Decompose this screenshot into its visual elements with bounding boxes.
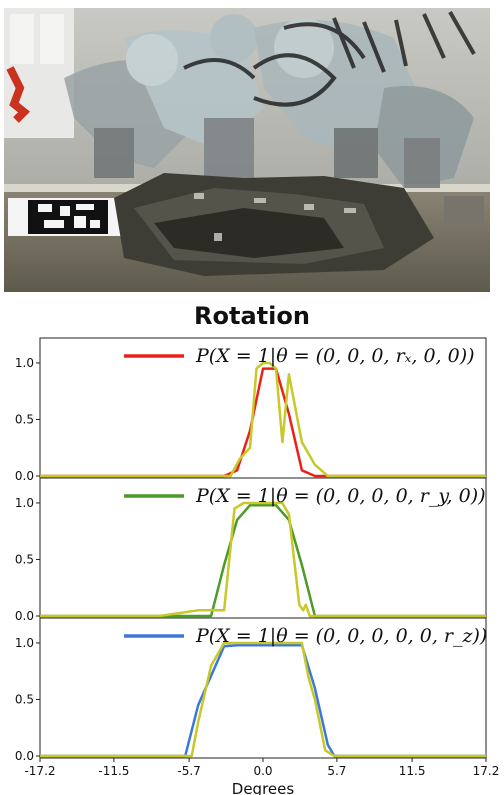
y-tick-label: 1.0 bbox=[15, 356, 34, 370]
reference-line bbox=[40, 361, 486, 478]
robot-arms-photo bbox=[4, 8, 490, 292]
series-line bbox=[40, 367, 486, 478]
panel-1: 0.0 0.5 1.0 P(X = 1|θ = (0, 0, 0, rₓ, 0, 0)… bbox=[15, 337, 487, 483]
series-line bbox=[40, 503, 486, 618]
legend-label: P(X = 1|θ = (0, 0, 0, 0, 0, r_z)) bbox=[195, 625, 487, 647]
x-tick-label: 11.5 bbox=[399, 764, 426, 778]
x-tick-label: -5.7 bbox=[177, 764, 200, 778]
rotation-chart: 0.0 0.5 1.0 P(X = 1|θ = (0, 0, 0, rₓ, 0, 0)… bbox=[15, 337, 500, 795]
y-tick-label: 0.0 bbox=[15, 609, 34, 623]
legend-label: P(X = 1|θ = (0, 0, 0, 0, r_y, 0)) bbox=[195, 485, 486, 507]
x-axis-label: Degrees bbox=[232, 780, 295, 795]
y-tick-label: 1.0 bbox=[15, 636, 34, 650]
fiducial-marker-icon bbox=[8, 198, 124, 236]
y-tick-label: 0.0 bbox=[15, 749, 34, 763]
x-tick-label: 5.7 bbox=[327, 764, 346, 778]
x-tick-label: -11.5 bbox=[98, 764, 129, 778]
reference-line bbox=[40, 501, 486, 618]
y-tick-label: 0.5 bbox=[15, 412, 34, 426]
x-tick-label: 0.0 bbox=[253, 764, 272, 778]
panel-3: 0.0 0.5 1.0 P(X = 1|θ = (0, 0, 0, 0, 0, r_z… bbox=[15, 617, 487, 763]
chart-title: Rotation bbox=[194, 302, 310, 330]
y-tick-label: 0.5 bbox=[15, 552, 34, 566]
y-tick-label: 0.5 bbox=[15, 692, 34, 706]
x-tick-label: 17.2 bbox=[473, 764, 500, 778]
legend-label: P(X = 1|θ = (0, 0, 0, rₓ, 0, 0)) bbox=[195, 345, 475, 367]
y-tick-label: 1.0 bbox=[15, 496, 34, 510]
reference-line bbox=[40, 641, 486, 758]
x-tick-label: -17.2 bbox=[24, 764, 55, 778]
series-line bbox=[40, 643, 486, 758]
y-tick-label: 0.0 bbox=[15, 469, 34, 483]
panel-2: 0.0 0.5 1.0 P(X = 1|θ = (0, 0, 0, 0, r_y, 0… bbox=[15, 477, 487, 623]
